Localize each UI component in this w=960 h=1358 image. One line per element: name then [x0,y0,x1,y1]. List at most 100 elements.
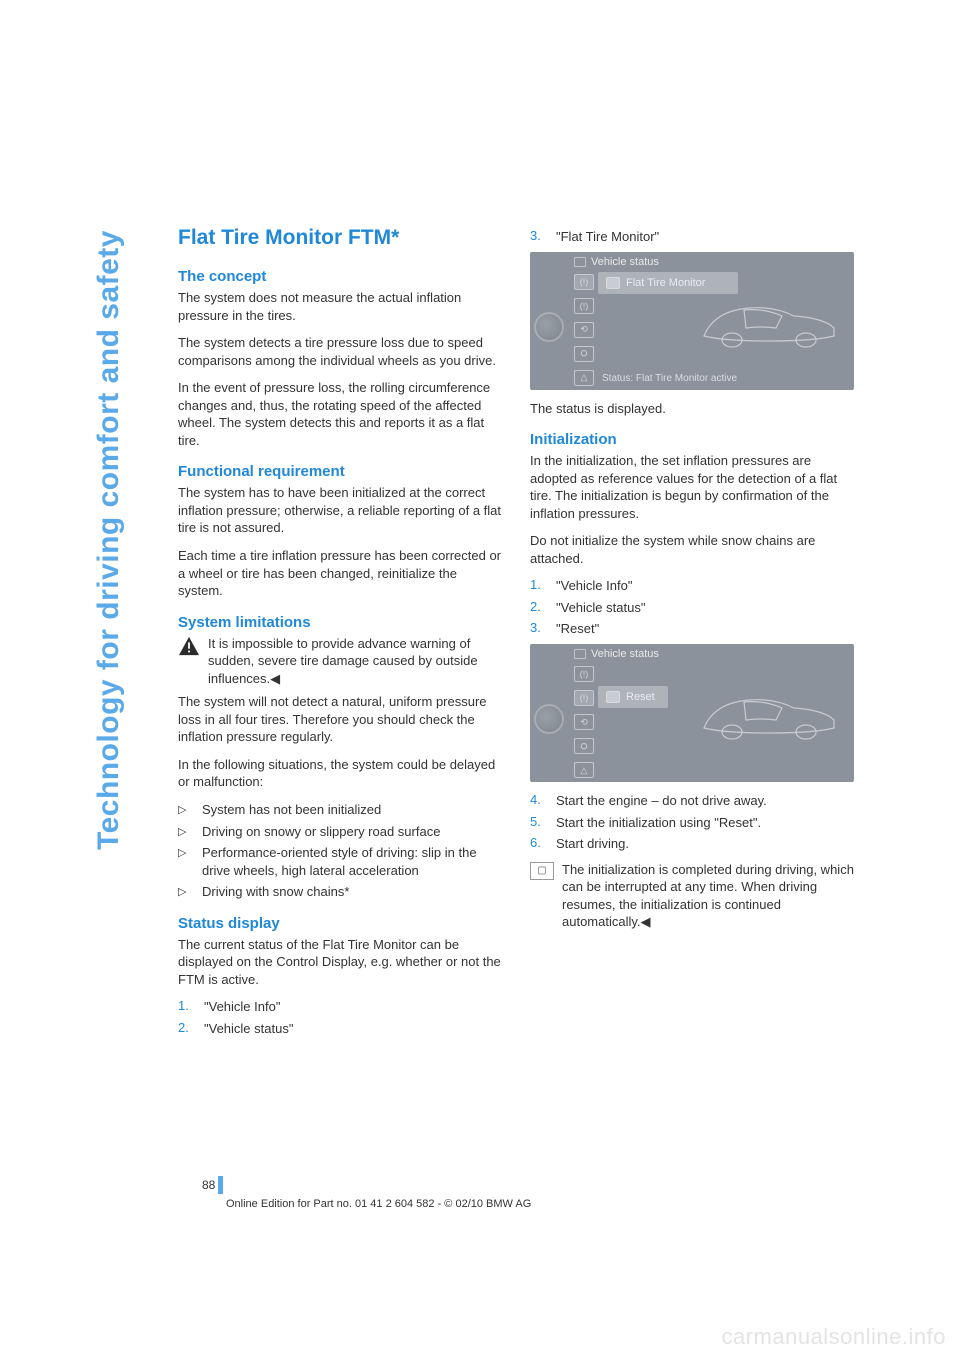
step-text: Start the engine – do not drive away. [556,792,854,810]
service-icon: ⛭ [574,738,594,754]
car-status-icon [574,649,586,659]
list-item: ▷ Performance-oriented style of driving:… [178,844,502,879]
ordered-item: 2. "Vehicle status" [178,1020,502,1038]
functional-p1: The system has to have been initialized … [178,484,502,537]
step-number: 5. [530,814,544,832]
subhead-limitations: System limitations [178,614,502,631]
subhead-functional: Functional requirement [178,463,502,480]
bullet-marker-icon: ▷ [178,844,192,879]
bullet-marker-icon: ▷ [178,823,192,841]
page-number: 88 [202,1178,215,1192]
ordered-item: 1. "Vehicle Info" [178,998,502,1016]
concept-p2: The system detects a tire pressure loss … [178,334,502,369]
step-text: "Reset" [556,620,854,638]
step-number: 2. [530,599,544,617]
status-displayed-text: The status is displayed. [530,400,854,418]
warning-icon: △ [574,762,594,778]
init-p1: In the initialization, the set inflation… [530,452,854,522]
bullet-marker-icon: ▷ [178,883,192,901]
footer-text: Online Edition for Part no. 01 41 2 604 … [226,1198,531,1210]
warning-block: It is impossible to provide advance warn… [178,635,502,688]
car-outline-icon [694,678,844,748]
status-p1: The current status of the Flat Tire Moni… [178,936,502,989]
bullet-text: System has not been initialized [202,801,502,819]
watermark-text: carmanualsonline.info [721,1324,946,1350]
note-text: The initialization is completed during d… [562,861,854,931]
tire-pressure-icon [606,277,620,289]
bullet-text: Performance-oriented style of driving: s… [202,844,502,879]
page-title: Flat Tire Monitor FTM* [178,226,502,250]
subhead-concept: The concept [178,268,502,285]
list-item: ▷ Driving on snowy or slippery road surf… [178,823,502,841]
screenshot-selected-label: Reset [626,691,655,703]
concept-p3: In the event of pressure loss, the rolli… [178,379,502,449]
note-box-icon: ▢ [530,862,554,880]
ordered-item: 1. "Vehicle Info" [530,577,854,595]
step-number: 2. [178,1020,192,1038]
tire-icon: (!) [574,298,594,314]
side-section-title: Technology for driving comfort and safet… [92,230,126,850]
idrive-knob-icon [534,704,564,734]
ordered-item: 2. "Vehicle status" [530,599,854,617]
step-text: "Vehicle Info" [204,998,502,1016]
step-text: "Vehicle status" [556,599,854,617]
subhead-status: Status display [178,915,502,932]
step-number: 6. [530,835,544,853]
refresh-icon: ⟲ [574,322,594,338]
bullet-text: Driving on snowy or slippery road surfac… [202,823,502,841]
screenshot-selected-row: Reset [598,686,668,708]
screenshot-header-text: Vehicle status [591,256,659,268]
subhead-initialization: Initialization [530,431,854,448]
idrive-screenshot-reset: Vehicle status (!) (!) ⟲ ⛭ △ Reset [530,644,854,782]
idrive-screenshot-ftm: Vehicle status (!) (!) ⟲ ⛭ △ Flat Tire M… [530,252,854,390]
car-status-icon [574,257,586,267]
right-column: 3. "Flat Tire Monitor" Vehicle status (!… [530,226,854,1042]
warning-triangle-icon [178,636,200,656]
screenshot-header: Vehicle status [574,256,659,268]
step-text: Start driving. [556,835,854,853]
refresh-icon: ⟲ [574,714,594,730]
service-icon: ⛭ [574,346,594,362]
list-item: ▷ Driving with snow chains* [178,883,502,901]
warning-icon: △ [574,370,594,386]
tire-pressure-icon [606,691,620,703]
screenshot-header-text: Vehicle status [591,648,659,660]
step-number: 4. [530,792,544,810]
left-column: Flat Tire Monitor FTM* The concept The s… [178,226,502,1042]
step-text: Start the initialization using "Reset". [556,814,854,832]
ordered-item: 5. Start the initialization using "Reset… [530,814,854,832]
idrive-knob-icon [534,312,564,342]
bullet-marker-icon: ▷ [178,801,192,819]
tire-pressure-icon: (!) [574,666,594,682]
step-text: "Vehicle Info" [556,577,854,595]
screenshot-icon-column: (!) (!) ⟲ ⛭ △ [574,274,596,386]
screenshot-status-line: Status: Flat Tire Monitor active [602,373,737,384]
concept-p1: The system does not measure the actual i… [178,289,502,324]
step-number: 3. [530,228,544,246]
note-glyph: ▢ [537,865,546,876]
limitations-p2: In the following situations, the system … [178,756,502,791]
step-text: "Vehicle status" [204,1020,502,1038]
screenshot-icon-column: (!) (!) ⟲ ⛭ △ [574,666,596,778]
page-number-block: 88 [202,1176,223,1194]
screenshot-header: Vehicle status [574,648,659,660]
step-number: 1. [178,998,192,1016]
init-p2: Do not initialize the system while snow … [530,532,854,567]
step-text: "Flat Tire Monitor" [556,228,854,246]
tire-pressure-icon: (!) [574,274,594,290]
list-item: ▷ System has not been initialized [178,801,502,819]
ordered-item: 4. Start the engine – do not drive away. [530,792,854,810]
step-number: 1. [530,577,544,595]
bullet-text: Driving with snow chains* [202,883,502,901]
page-number-bar [218,1176,223,1194]
ordered-item: 6. Start driving. [530,835,854,853]
ordered-item: 3. "Reset" [530,620,854,638]
note-block: ▢ The initialization is completed during… [530,861,854,931]
ordered-item: 3. "Flat Tire Monitor" [530,228,854,246]
tire-icon: (!) [574,690,594,706]
content-columns: Flat Tire Monitor FTM* The concept The s… [178,226,854,1042]
limitations-p1: The system will not detect a natural, un… [178,693,502,746]
step-number: 3. [530,620,544,638]
car-outline-icon [694,286,844,356]
functional-p2: Each time a tire inflation pressure has … [178,547,502,600]
